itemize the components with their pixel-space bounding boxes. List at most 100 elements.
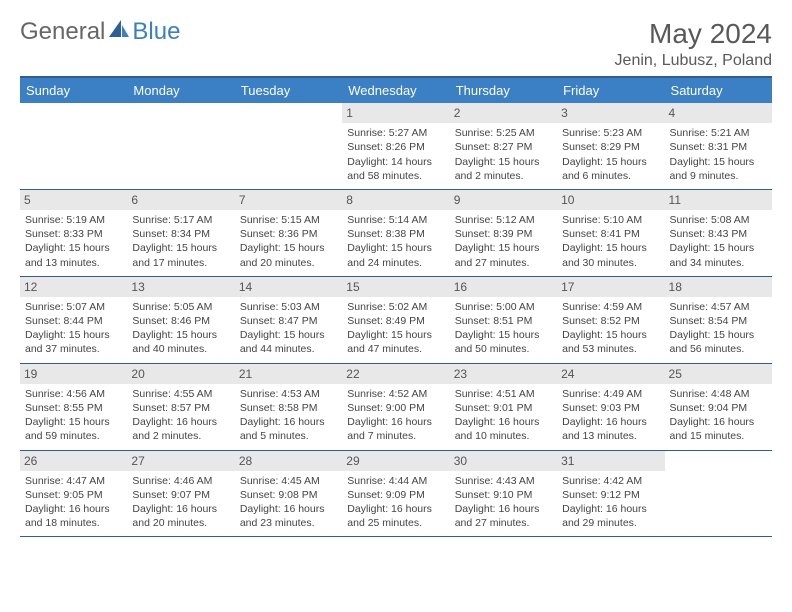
- calendar-day-cell: 21Sunrise: 4:53 AMSunset: 8:58 PMDayligh…: [235, 363, 342, 450]
- calendar-week-row: 26Sunrise: 4:47 AMSunset: 9:05 PMDayligh…: [20, 450, 772, 537]
- sunset-line: Sunset: 8:27 PM: [455, 140, 552, 154]
- calendar-day-cell: 30Sunrise: 4:43 AMSunset: 9:10 PMDayligh…: [450, 450, 557, 537]
- sunset-line: Sunset: 8:44 PM: [25, 314, 122, 328]
- day-number: 26: [20, 451, 127, 471]
- calendar-day-cell: 23Sunrise: 4:51 AMSunset: 9:01 PMDayligh…: [450, 363, 557, 450]
- day-number: 24: [557, 364, 664, 384]
- sunrise-line: Sunrise: 5:08 AM: [670, 213, 767, 227]
- weekday-header: Wednesday: [342, 77, 449, 103]
- sunrise-line: Sunrise: 4:48 AM: [670, 387, 767, 401]
- daylight-line: Daylight: 15 hours and 20 minutes.: [240, 241, 337, 269]
- daylight-line: Daylight: 16 hours and 18 minutes.: [25, 502, 122, 530]
- weekday-header: Saturday: [665, 77, 772, 103]
- day-number: 14: [235, 277, 342, 297]
- day-number: 27: [127, 451, 234, 471]
- calendar-day-cell: 10Sunrise: 5:10 AMSunset: 8:41 PMDayligh…: [557, 189, 664, 276]
- sunrise-line: Sunrise: 5:05 AM: [132, 300, 229, 314]
- daylight-line: Daylight: 16 hours and 10 minutes.: [455, 415, 552, 443]
- day-number: 21: [235, 364, 342, 384]
- sunrise-line: Sunrise: 4:49 AM: [562, 387, 659, 401]
- sunrise-line: Sunrise: 4:45 AM: [240, 474, 337, 488]
- sunset-line: Sunset: 8:55 PM: [25, 401, 122, 415]
- daylight-line: Daylight: 15 hours and 56 minutes.: [670, 328, 767, 356]
- calendar-day-cell: 24Sunrise: 4:49 AMSunset: 9:03 PMDayligh…: [557, 363, 664, 450]
- sunset-line: Sunset: 8:41 PM: [562, 227, 659, 241]
- calendar-day-cell: 12Sunrise: 5:07 AMSunset: 8:44 PMDayligh…: [20, 276, 127, 363]
- day-number: 25: [665, 364, 772, 384]
- sunset-line: Sunset: 9:12 PM: [562, 488, 659, 502]
- calendar-day-cell: 7Sunrise: 5:15 AMSunset: 8:36 PMDaylight…: [235, 189, 342, 276]
- sunrise-line: Sunrise: 4:57 AM: [670, 300, 767, 314]
- sunset-line: Sunset: 8:31 PM: [670, 140, 767, 154]
- day-number: 22: [342, 364, 449, 384]
- sunrise-line: Sunrise: 5:03 AM: [240, 300, 337, 314]
- sunrise-line: Sunrise: 4:46 AM: [132, 474, 229, 488]
- calendar-day-cell: 19Sunrise: 4:56 AMSunset: 8:55 PMDayligh…: [20, 363, 127, 450]
- daylight-line: Daylight: 15 hours and 40 minutes.: [132, 328, 229, 356]
- calendar-week-row: 12Sunrise: 5:07 AMSunset: 8:44 PMDayligh…: [20, 276, 772, 363]
- weekday-header: Thursday: [450, 77, 557, 103]
- daylight-line: Daylight: 15 hours and 27 minutes.: [455, 241, 552, 269]
- calendar-day-cell: 5Sunrise: 5:19 AMSunset: 8:33 PMDaylight…: [20, 189, 127, 276]
- daylight-line: Daylight: 15 hours and 37 minutes.: [25, 328, 122, 356]
- calendar-week-row: 19Sunrise: 4:56 AMSunset: 8:55 PMDayligh…: [20, 363, 772, 450]
- sunset-line: Sunset: 8:51 PM: [455, 314, 552, 328]
- daylight-line: Daylight: 15 hours and 53 minutes.: [562, 328, 659, 356]
- sunrise-line: Sunrise: 5:07 AM: [25, 300, 122, 314]
- daylight-line: Daylight: 15 hours and 24 minutes.: [347, 241, 444, 269]
- day-number: 10: [557, 190, 664, 210]
- daylight-line: Daylight: 16 hours and 2 minutes.: [132, 415, 229, 443]
- day-number: 23: [450, 364, 557, 384]
- sunset-line: Sunset: 9:10 PM: [455, 488, 552, 502]
- sunset-line: Sunset: 8:33 PM: [25, 227, 122, 241]
- sunset-line: Sunset: 9:05 PM: [25, 488, 122, 502]
- sunrise-line: Sunrise: 4:44 AM: [347, 474, 444, 488]
- sunset-line: Sunset: 9:04 PM: [670, 401, 767, 415]
- sunrise-line: Sunrise: 5:25 AM: [455, 126, 552, 140]
- calendar-day-cell: 28Sunrise: 4:45 AMSunset: 9:08 PMDayligh…: [235, 450, 342, 537]
- daylight-line: Daylight: 15 hours and 59 minutes.: [25, 415, 122, 443]
- calendar-day-cell: 3Sunrise: 5:23 AMSunset: 8:29 PMDaylight…: [557, 103, 664, 189]
- calendar-day-cell: [127, 103, 234, 189]
- calendar-day-cell: 18Sunrise: 4:57 AMSunset: 8:54 PMDayligh…: [665, 276, 772, 363]
- calendar-header-row: SundayMondayTuesdayWednesdayThursdayFrid…: [20, 77, 772, 103]
- calendar-day-cell: 13Sunrise: 5:05 AMSunset: 8:46 PMDayligh…: [127, 276, 234, 363]
- calendar-day-cell: 9Sunrise: 5:12 AMSunset: 8:39 PMDaylight…: [450, 189, 557, 276]
- calendar-day-cell: [235, 103, 342, 189]
- day-number: 28: [235, 451, 342, 471]
- daylight-line: Daylight: 16 hours and 23 minutes.: [240, 502, 337, 530]
- daylight-line: Daylight: 15 hours and 9 minutes.: [670, 155, 767, 183]
- calendar-day-cell: 4Sunrise: 5:21 AMSunset: 8:31 PMDaylight…: [665, 103, 772, 189]
- sunrise-line: Sunrise: 5:10 AM: [562, 213, 659, 227]
- weekday-header: Friday: [557, 77, 664, 103]
- calendar-day-cell: 27Sunrise: 4:46 AMSunset: 9:07 PMDayligh…: [127, 450, 234, 537]
- calendar-day-cell: [20, 103, 127, 189]
- daylight-line: Daylight: 16 hours and 29 minutes.: [562, 502, 659, 530]
- calendar-week-row: 1Sunrise: 5:27 AMSunset: 8:26 PMDaylight…: [20, 103, 772, 189]
- day-number: 20: [127, 364, 234, 384]
- logo: General Blue: [20, 18, 180, 46]
- logo-sail-icon: [108, 19, 130, 39]
- calendar-week-row: 5Sunrise: 5:19 AMSunset: 8:33 PMDaylight…: [20, 189, 772, 276]
- sunrise-line: Sunrise: 5:02 AM: [347, 300, 444, 314]
- weekday-header: Monday: [127, 77, 234, 103]
- sunrise-line: Sunrise: 4:55 AM: [132, 387, 229, 401]
- sunset-line: Sunset: 8:43 PM: [670, 227, 767, 241]
- daylight-line: Daylight: 15 hours and 13 minutes.: [25, 241, 122, 269]
- logo-text-general: General: [20, 18, 105, 46]
- sunset-line: Sunset: 9:03 PM: [562, 401, 659, 415]
- calendar-day-cell: 1Sunrise: 5:27 AMSunset: 8:26 PMDaylight…: [342, 103, 449, 189]
- sunrise-line: Sunrise: 5:00 AM: [455, 300, 552, 314]
- sunrise-line: Sunrise: 4:59 AM: [562, 300, 659, 314]
- day-number: 8: [342, 190, 449, 210]
- title-block: May 2024 Jenin, Lubusz, Poland: [615, 18, 772, 70]
- header: General Blue May 2024 Jenin, Lubusz, Pol…: [20, 18, 772, 70]
- sunset-line: Sunset: 8:52 PM: [562, 314, 659, 328]
- sunset-line: Sunset: 8:47 PM: [240, 314, 337, 328]
- calendar-day-cell: 16Sunrise: 5:00 AMSunset: 8:51 PMDayligh…: [450, 276, 557, 363]
- sunrise-line: Sunrise: 5:17 AM: [132, 213, 229, 227]
- sunset-line: Sunset: 8:26 PM: [347, 140, 444, 154]
- calendar-table: SundayMondayTuesdayWednesdayThursdayFrid…: [20, 76, 772, 537]
- daylight-line: Daylight: 16 hours and 7 minutes.: [347, 415, 444, 443]
- sunset-line: Sunset: 8:36 PM: [240, 227, 337, 241]
